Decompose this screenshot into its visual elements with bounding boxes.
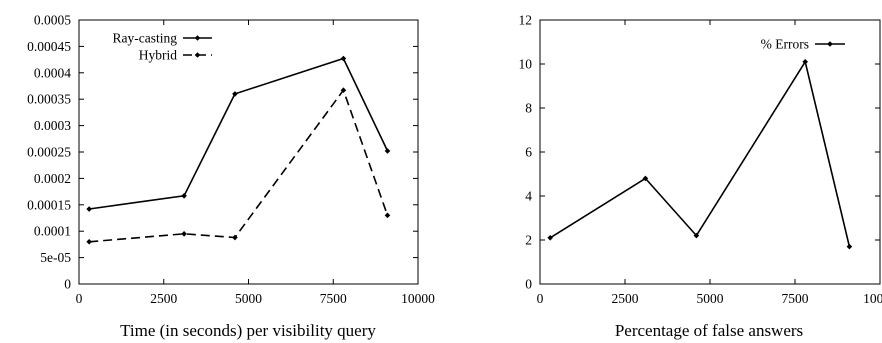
y-tick-label: 2 — [525, 233, 532, 248]
y-tick-label: 0 — [64, 277, 71, 292]
x-tick-label: 2500 — [150, 291, 177, 306]
legend-label: Hybrid — [139, 48, 177, 63]
data-point — [846, 243, 853, 250]
y-tick-label: 10 — [519, 57, 533, 72]
y-tick-label: 6 — [525, 145, 532, 160]
x-tick-label: 5000 — [697, 291, 724, 306]
y-tick-label: 0.0003 — [34, 118, 71, 133]
y-tick-label: 0.00025 — [27, 145, 71, 160]
y-tick-label: 0.00015 — [27, 197, 71, 212]
legend-label: % Errors — [761, 37, 809, 52]
y-tick-label: 0.0001 — [34, 224, 71, 239]
series-line-0 — [89, 57, 389, 210]
y-tick-label: 0 — [525, 277, 532, 292]
plot-frame — [539, 19, 881, 285]
x-tick-label: 0 — [76, 291, 83, 306]
x-tick-label: 0 — [537, 291, 544, 306]
data-point — [86, 238, 92, 245]
data-point — [232, 234, 238, 241]
y-tick-label: 0.0002 — [34, 171, 71, 186]
x-tick-label: 2500 — [612, 291, 639, 306]
x-axis-label: Percentage of false answers — [615, 321, 803, 340]
data-point — [340, 87, 347, 94]
x-axis-label: Time (in seconds) per visibility query — [120, 321, 376, 340]
y-tick-label: 8 — [525, 101, 532, 116]
y-tick-label: 12 — [519, 13, 533, 28]
data-point — [86, 206, 92, 212]
data-point — [802, 59, 808, 65]
data-point — [181, 193, 187, 199]
data-point — [642, 175, 649, 182]
data-point — [693, 232, 700, 239]
y-tick-label: 0.00045 — [27, 39, 71, 54]
data-point — [384, 148, 391, 154]
y-tick-label: 0.0005 — [34, 13, 71, 28]
legend-label: Ray-casting — [113, 31, 178, 46]
x-tick-label: 7500 — [320, 291, 347, 306]
plot-frame — [78, 19, 419, 285]
chart-false-answers: 0 2 4 6 8 10 12 0 2500 5000 7500 10000 Percentage of… — [519, 13, 882, 341]
data-point — [340, 55, 347, 62]
x-tick-label: 5000 — [235, 291, 262, 306]
x-tick-label: 10000 — [863, 291, 882, 306]
y-tick-label: 0.0004 — [34, 65, 71, 80]
data-point — [232, 91, 238, 97]
y-tick-label: 0.00035 — [27, 92, 71, 107]
data-point — [547, 235, 553, 241]
data-point — [384, 212, 391, 219]
y-tick-label: 5e-05 — [40, 250, 71, 265]
x-tick-label: 10000 — [401, 291, 435, 306]
series-line-0 — [549, 59, 851, 247]
series-line-1 — [89, 88, 389, 243]
legend-marker — [194, 35, 201, 41]
legend-marker — [827, 41, 833, 47]
chart-time-per-query: 0 5e-05 0.0001 0.00015 0.0002 0.00025 0.0003 0.… — [27, 13, 435, 341]
y-tick-label: 4 — [525, 189, 532, 204]
legend-marker — [194, 52, 201, 58]
data-point — [181, 231, 187, 237]
x-tick-label: 7500 — [782, 291, 809, 306]
